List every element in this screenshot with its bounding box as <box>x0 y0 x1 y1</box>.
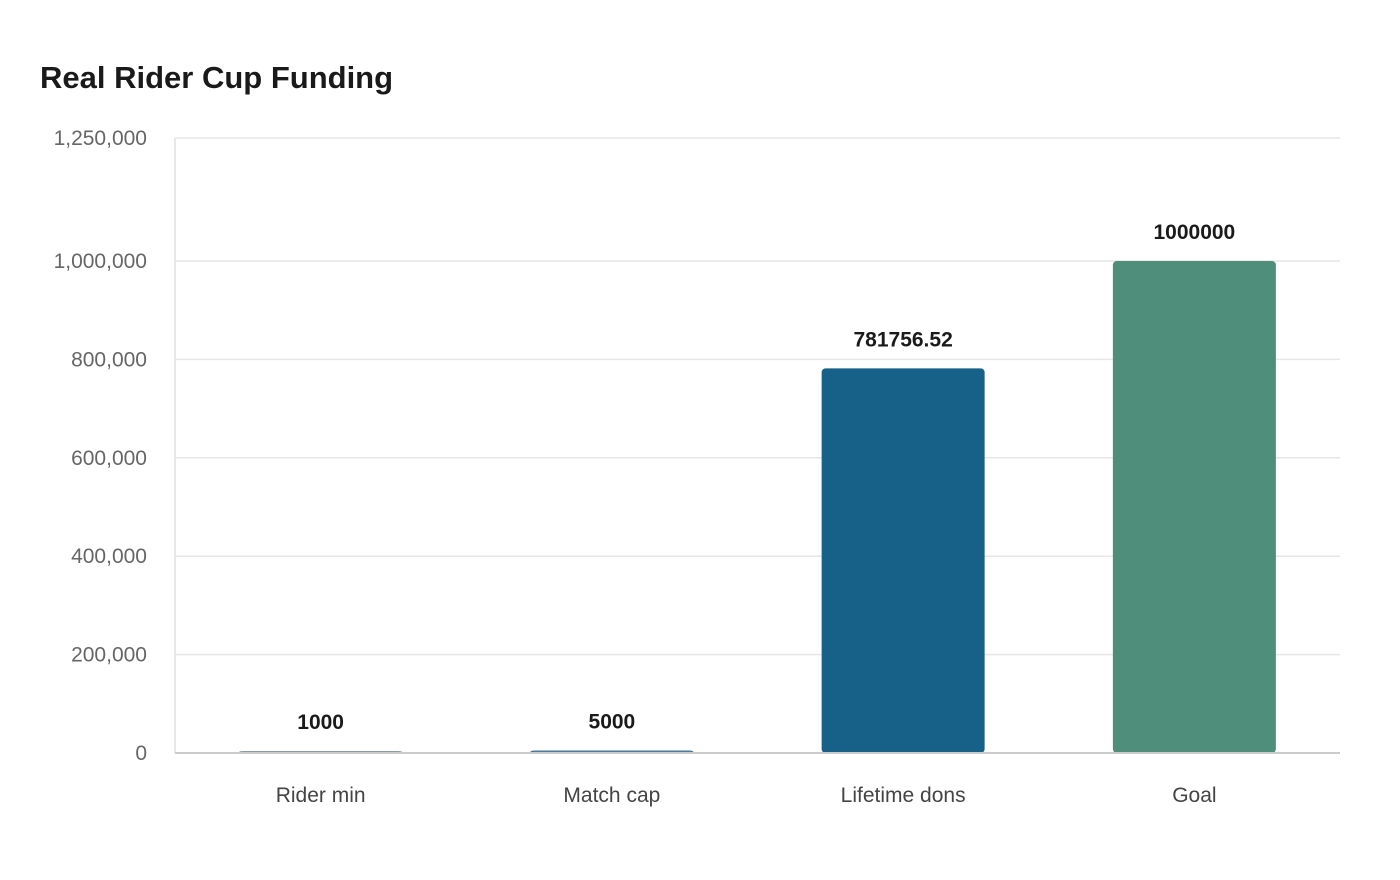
data-label: 1000000 <box>1153 221 1235 244</box>
data-label: 781756.52 <box>853 328 952 351</box>
y-tick-label: 600,000 <box>71 447 147 470</box>
bar <box>821 368 985 753</box>
x-tick-label: Rider min <box>276 784 366 807</box>
y-tick-label: 400,000 <box>71 545 147 568</box>
x-tick-label: Match cap <box>563 784 660 807</box>
y-tick-label: 200,000 <box>71 644 147 667</box>
y-tick-label: 1,250,000 <box>54 127 147 150</box>
x-tick-label: Lifetime dons <box>841 784 966 807</box>
chart-title: Real Rider Cup Funding <box>40 60 394 95</box>
y-tick-label: 1,000,000 <box>54 250 147 273</box>
x-tick-label: Goal <box>1172 784 1216 807</box>
data-label: 1000 <box>297 711 344 734</box>
bar <box>1112 261 1276 753</box>
data-label: 5000 <box>589 711 636 734</box>
y-tick-label: 0 <box>135 742 147 765</box>
y-tick-label: 800,000 <box>71 348 147 371</box>
